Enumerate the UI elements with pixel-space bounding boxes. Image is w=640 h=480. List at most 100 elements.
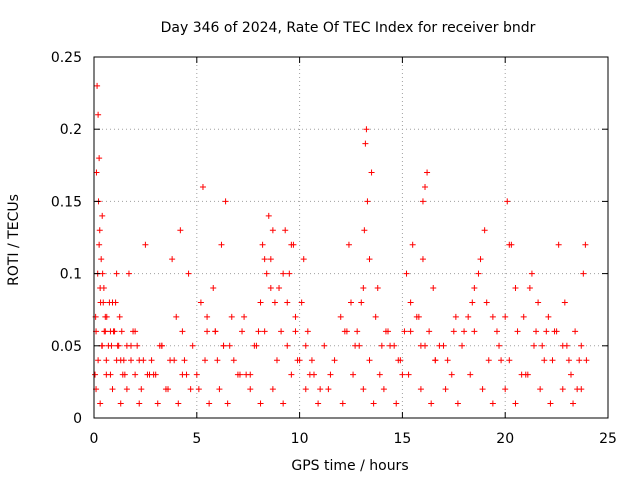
data-point [138,386,145,393]
data-point [520,313,527,320]
data-point [103,313,110,320]
data-point [114,342,121,349]
data-point [247,386,254,393]
data-point [132,371,139,378]
data-point [502,313,509,320]
data-point [567,371,574,378]
data-point [103,371,110,378]
data-point [263,270,270,277]
data-point [376,371,383,378]
data-point [362,140,369,147]
data-point [526,285,533,292]
y-axis: 0 0.05 0.1 0.15 0.2 0.25 [51,50,608,427]
data-point [123,386,130,393]
data-point [185,270,192,277]
data-point [580,270,587,277]
data-point [113,270,120,277]
data-point [477,256,484,263]
y-tick-label: 0.2 [60,122,82,138]
data-point [154,400,161,407]
data-point [399,371,406,378]
data-point [535,299,542,306]
data-point [103,357,110,364]
data-point [204,328,211,335]
data-point [454,400,461,407]
data-point [261,328,268,335]
data-point [553,328,560,335]
data-point [292,313,299,320]
x-tick-label: 25 [599,431,617,447]
x-axis: 0 5 10 15 20 25 [90,57,617,447]
data-point [128,357,135,364]
data-point [374,285,381,292]
data-point [308,357,315,364]
data-point [459,342,466,349]
data-point [95,357,102,364]
data-point [271,299,278,306]
data-point [483,299,490,306]
data-point [471,285,478,292]
data-point [109,386,116,393]
data-point [496,342,503,349]
data-point [106,299,113,306]
data-point [273,357,280,364]
data-point [393,400,400,407]
data-point [403,270,410,277]
data-point [302,342,309,349]
data-point [561,299,568,306]
data-points [92,82,590,407]
data-point [315,400,322,407]
grid [94,57,608,418]
data-point [220,342,227,349]
data-point [339,400,346,407]
data-point [257,299,264,306]
data-point [479,386,486,393]
data-point [96,155,103,162]
data-point [288,371,295,378]
data-point [118,328,125,335]
data-point [360,285,367,292]
data-point [265,212,272,219]
data-point [471,328,478,335]
data-point [387,342,394,349]
data-point [97,299,104,306]
data-point [469,299,476,306]
data-point [341,328,348,335]
data-point [528,270,535,277]
data-point [350,371,357,378]
data-point [321,342,328,349]
data-point [489,313,496,320]
data-point [572,328,579,335]
data-point [370,400,377,407]
data-point [364,198,371,205]
data-point [419,198,426,205]
data-point [230,357,237,364]
x-tick-label: 20 [496,431,514,447]
data-point [276,285,283,292]
data-point [424,169,431,176]
data-point [419,256,426,263]
data-point [356,342,363,349]
data-point [442,386,449,393]
data-point [278,328,285,335]
data-point [452,313,459,320]
data-point [559,386,566,393]
data-point [156,342,163,349]
data-point [514,328,521,335]
data-point [506,357,513,364]
data-point [432,357,439,364]
data-point [417,342,424,349]
data-point [555,241,562,248]
data-point [327,371,334,378]
data-point [549,357,556,364]
data-point [267,285,274,292]
chart-title: Day 346 of 2024, Rate Of TEC Index for r… [161,20,536,36]
data-point [204,313,211,320]
data-point [197,299,204,306]
data-point [565,357,572,364]
data-point [407,299,414,306]
data-point [559,342,566,349]
data-point [95,111,102,118]
data-point [100,285,107,292]
